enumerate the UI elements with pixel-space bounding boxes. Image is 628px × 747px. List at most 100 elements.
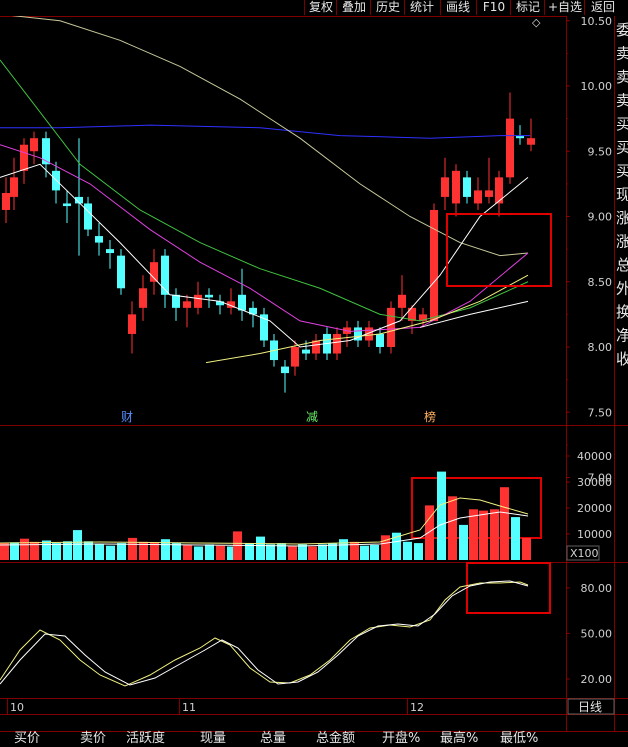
- candle-body-23: [249, 307, 257, 315]
- candle-body-46: [495, 177, 503, 204]
- volume-bar-44: [469, 509, 478, 560]
- volume-bar-43: [459, 524, 468, 560]
- volume-bar-15: [161, 539, 170, 560]
- bottom-tab-low-pct[interactable]: 最低%: [500, 731, 539, 746]
- event-marker-2: 榜: [424, 409, 436, 424]
- volume-bar-47: [500, 487, 509, 560]
- volume-bar-25: [266, 544, 275, 560]
- candle-body-17: [183, 301, 191, 308]
- toolbar-button-6[interactable]: 标记: [510, 0, 545, 15]
- month-label-1: 11: [182, 701, 196, 714]
- toolbar-button-5[interactable]: F10: [476, 0, 511, 15]
- toolbar-button-0[interactable]: 复权: [304, 0, 337, 15]
- candle-body-42: [452, 170, 460, 204]
- volume-bar-8: [84, 541, 93, 560]
- volume-bar-48: [511, 517, 520, 560]
- volume-bar-42: [448, 496, 457, 560]
- candle-body-3: [30, 138, 38, 152]
- candle-body-19: [205, 294, 213, 298]
- candle-body-26: [281, 366, 289, 374]
- candle-body-8: [84, 203, 92, 230]
- volume-bar-34: [360, 545, 369, 560]
- volume-bar-41: [437, 471, 446, 560]
- candle-body-4: [42, 138, 50, 165]
- candle-body-38: [408, 307, 416, 321]
- candle-body-36: [387, 307, 395, 347]
- ma-cream-line: [0, 13, 529, 257]
- candle-body-18: [194, 294, 202, 308]
- highlight-box-indicator: [466, 562, 551, 614]
- side-label-11: 外: [616, 280, 628, 298]
- price-axis-label-7: 9.00: [588, 211, 613, 224]
- candle-body-12: [128, 314, 136, 334]
- volume-bar-19: [205, 544, 214, 560]
- candle-body-9: [95, 236, 103, 243]
- volume-bar-23: [245, 543, 254, 560]
- side-label-12: 换: [616, 303, 628, 321]
- ma-green-line: [0, 59, 529, 322]
- volume-bar-20: [216, 545, 225, 560]
- bottom-tab-bid[interactable]: 买价: [14, 731, 41, 746]
- volume-bar-38: [403, 541, 412, 560]
- toolbar-button-3[interactable]: 统计: [404, 0, 439, 15]
- bottom-tab-high-pct[interactable]: 最高%: [440, 731, 479, 746]
- candle-body-27: [291, 347, 299, 367]
- toolbar-button-2[interactable]: 历史: [370, 0, 405, 15]
- side-label-2: 卖: [616, 68, 628, 86]
- side-label-7: 现: [616, 186, 628, 204]
- candle-body-34: [365, 327, 373, 341]
- candle-body-13: [139, 288, 147, 308]
- candle-body-21: [227, 301, 235, 308]
- ma-blue-line: [0, 124, 530, 139]
- ma-yellow-line: [205, 274, 529, 364]
- side-label-14: 收: [616, 350, 628, 368]
- volume-bar-3: [30, 541, 39, 560]
- bottom-tab-ask[interactable]: 卖价: [80, 731, 107, 746]
- candle-body-15: [161, 255, 169, 295]
- side-label-4: 买: [616, 115, 628, 133]
- event-marker-1: 减: [306, 410, 318, 424]
- volume-bar-32: [339, 539, 348, 560]
- volume-bar-36: [381, 535, 390, 560]
- candle-body-37: [398, 294, 406, 308]
- bottom-tab-turnover[interactable]: 总金额: [316, 731, 356, 746]
- volume-bar-46: [490, 509, 499, 560]
- highlight-box-price: [446, 213, 552, 287]
- volume-bar-7: [73, 530, 82, 560]
- toolbar: 复权 叠加 历史 统计 画线 F10 标记 +自选 返回: [0, 0, 628, 16]
- volume-bar-16: [172, 543, 181, 560]
- volume-bar-30: [318, 544, 327, 560]
- period-box: [567, 698, 615, 715]
- bottom-tab-open-pct[interactable]: 开盘%: [382, 731, 421, 746]
- indicator-axis-label-2: 20.00: [581, 673, 613, 686]
- volume-bar-21: [227, 546, 236, 560]
- volume-unit-label: X100: [570, 547, 599, 560]
- toolbar-button-4[interactable]: 画线: [440, 0, 475, 15]
- indicator-axis-label-0: 80.00: [581, 582, 613, 595]
- bottom-tab-current-volume[interactable]: 现量: [200, 731, 227, 746]
- side-label-8: 涨: [616, 209, 628, 227]
- price-axis-label-10: 7.50: [588, 406, 613, 419]
- volume-bar-37: [392, 532, 401, 560]
- month-label-2: 12: [410, 701, 424, 714]
- bottom-tab-activity[interactable]: 活跃度: [126, 731, 166, 746]
- toolbar-button-7[interactable]: +自选: [544, 0, 585, 15]
- toolbar-button-1[interactable]: 叠加: [336, 0, 371, 15]
- volume-ma-yellow: [0, 497, 529, 545]
- bottom-tab-total-volume[interactable]: 总量: [260, 731, 287, 746]
- volume-bar-18: [194, 546, 203, 560]
- price-axis-label-8: 8.50: [588, 276, 613, 289]
- volume-axis-label-2: 20000: [577, 502, 612, 515]
- volume-bar-9: [95, 543, 104, 560]
- ma-white-line: [0, 163, 529, 348]
- toolbar-button-8[interactable]: 返回: [584, 0, 621, 15]
- volume-bar-49: [522, 537, 531, 560]
- event-marker-0: 财: [121, 410, 133, 424]
- volume-bar-1: [10, 542, 19, 560]
- indicator-line-yellow: [0, 581, 529, 687]
- volume-bar-28: [298, 544, 307, 560]
- side-label-9: 涨: [616, 233, 628, 251]
- candle-body-16: [172, 294, 180, 308]
- volume-bar-33: [350, 541, 359, 560]
- diamond-icon[interactable]: ◇: [532, 16, 541, 29]
